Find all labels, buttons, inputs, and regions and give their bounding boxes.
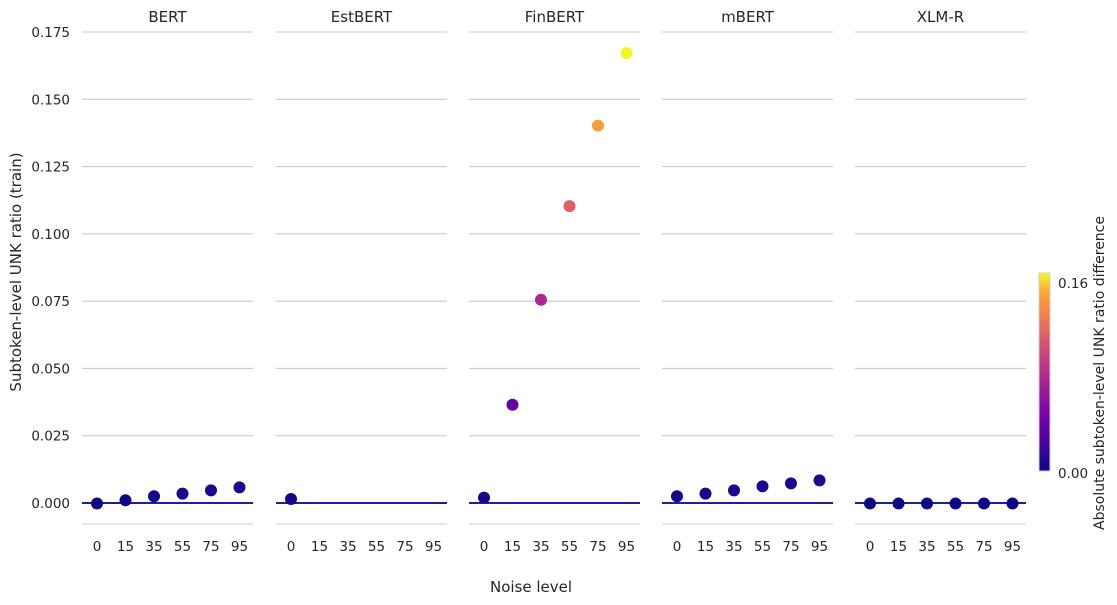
x-tick-label: 15 xyxy=(890,539,907,555)
x-tick-label: 55 xyxy=(174,539,191,555)
x-tick-label: 95 xyxy=(618,539,635,555)
data-point xyxy=(506,398,519,411)
data-point xyxy=(233,481,246,494)
x-tick-label: 95 xyxy=(811,539,828,555)
data-point xyxy=(671,490,683,503)
data-point xyxy=(478,491,490,504)
panel-bert: BERT 0 15 35 55 75 95 xyxy=(82,8,253,555)
x-axis-label: Noise level xyxy=(490,578,572,596)
y-tick-label: 0.175 xyxy=(31,25,70,41)
data-point xyxy=(756,480,769,493)
x-tick-label: 95 xyxy=(231,539,248,555)
x-tick-label: 75 xyxy=(589,539,606,555)
y-tick-label: 0.125 xyxy=(31,160,70,176)
panel-finbert: FinBERT 0 15 35 55 75 95 xyxy=(469,8,640,555)
x-tick-label: 35 xyxy=(145,539,162,555)
data-point xyxy=(892,497,905,510)
x-tick-label: 0 xyxy=(93,539,102,555)
x-tick-label: 15 xyxy=(697,539,714,555)
x-tick-label: 55 xyxy=(947,539,964,555)
panel-title: XLM-R xyxy=(917,8,964,26)
data-point xyxy=(699,487,712,500)
x-tick-label: 15 xyxy=(117,539,134,555)
data-point xyxy=(620,46,633,59)
panel-estbert: EstBERT 0 15 35 55 75 95 xyxy=(276,8,447,555)
y-tick-label: 0.050 xyxy=(31,361,70,377)
data-point xyxy=(535,293,547,306)
data-point xyxy=(91,497,103,510)
x-tick-label: 35 xyxy=(725,539,742,555)
panel-title: mBERT xyxy=(721,8,775,26)
panel-title: EstBERT xyxy=(331,8,393,26)
colorbar-max-label: 0.16 xyxy=(1058,276,1088,292)
x-tick-label: 35 xyxy=(532,539,549,555)
colorbar: 0.16 0.00 Absolute subtoken-level UNK ra… xyxy=(1038,216,1108,530)
panel-xlm-r: XLM-R 0 15 35 55 75 95 xyxy=(855,8,1026,555)
x-tick-label: 95 xyxy=(425,539,442,555)
data-point xyxy=(148,490,160,503)
data-point xyxy=(949,497,962,510)
x-tick-label: 55 xyxy=(754,539,771,555)
data-point xyxy=(728,484,740,497)
data-point xyxy=(978,497,990,510)
y-tick-label: 0.100 xyxy=(31,227,70,243)
y-tick-labels: 0.000 0.025 0.050 0.075 0.100 0.125 0.150 0.175 xyxy=(31,25,70,512)
data-point xyxy=(592,119,604,132)
panel-title: BERT xyxy=(148,8,187,26)
x-tick-label: 55 xyxy=(561,539,578,555)
x-tick-label: 0 xyxy=(287,539,296,555)
x-tick-label: 0 xyxy=(673,539,682,555)
data-point xyxy=(205,484,217,497)
x-tick-label: 75 xyxy=(782,539,799,555)
data-point xyxy=(285,492,297,505)
x-tick-label: 35 xyxy=(339,539,356,555)
x-tick-label: 75 xyxy=(396,539,413,555)
colorbar-title: Absolute subtoken-level UNK ratio differ… xyxy=(1092,216,1108,530)
data-point xyxy=(864,497,876,510)
panel-title: FinBERT xyxy=(525,8,585,26)
x-tick-label: 0 xyxy=(866,539,875,555)
x-tick-label: 15 xyxy=(311,539,328,555)
x-tick-label: 75 xyxy=(975,539,992,555)
x-tick-label: 95 xyxy=(1004,539,1021,555)
data-point xyxy=(813,474,826,487)
x-tick-label: 75 xyxy=(202,539,219,555)
data-point xyxy=(563,200,576,213)
x-tick-label: 15 xyxy=(504,539,521,555)
colorbar-gradient xyxy=(1038,272,1051,472)
colorbar-min-label: 0.00 xyxy=(1058,466,1088,482)
y-axis-label: Subtoken-level UNK ratio (train) xyxy=(7,152,25,391)
data-point xyxy=(785,477,797,490)
data-point xyxy=(119,494,132,507)
y-tick-label: 0.000 xyxy=(31,496,70,512)
data-point xyxy=(1006,497,1019,510)
data-point xyxy=(176,487,189,500)
data-point xyxy=(921,497,933,510)
y-tick-label: 0.025 xyxy=(31,429,70,445)
y-tick-label: 0.150 xyxy=(31,92,70,108)
x-tick-label: 35 xyxy=(918,539,935,555)
panel-mbert: mBERT 0 15 35 55 75 95 xyxy=(662,8,833,555)
y-tick-label: 0.075 xyxy=(31,294,70,310)
x-tick-label: 0 xyxy=(480,539,489,555)
x-tick-label: 55 xyxy=(368,539,385,555)
